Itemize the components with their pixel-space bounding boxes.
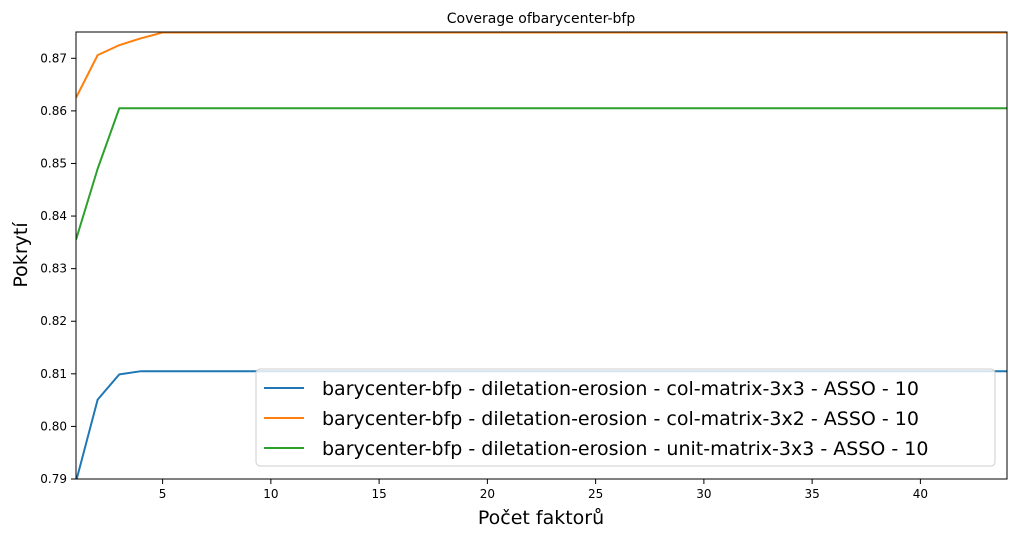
series-line-2: [76, 32, 1007, 99]
x-tick-label: 10: [263, 487, 278, 501]
y-tick-label: 0.80: [40, 419, 67, 433]
x-axis-label: Počet faktorů: [478, 507, 604, 529]
x-tick-label: 15: [371, 487, 386, 501]
y-tick-label: 0.83: [40, 262, 67, 276]
plot-frame: [75, 31, 1008, 480]
y-tick-label: 0.85: [40, 156, 67, 170]
x-tick-label: 30: [696, 487, 711, 501]
y-tick-label: 0.82: [40, 314, 67, 328]
x-tick-label: 5: [159, 487, 167, 501]
y-tick-label: 0.86: [40, 104, 67, 118]
y-tick-label: 0.81: [40, 367, 67, 381]
x-tick-label: 20: [480, 487, 495, 501]
x-tick-label: 40: [913, 487, 928, 501]
legend: barycenter-bfp - diletation-erosion - co…: [255, 368, 996, 467]
legend-label-3: barycenter-bfp - diletation-erosion - un…: [322, 438, 928, 460]
legend-box: [255, 368, 996, 467]
x-tick-label: 35: [804, 487, 819, 501]
y-axis: 0.79 0.80 0.81 0.82 0.83 0.84 0.85 0.86 0.87: [40, 51, 76, 486]
y-tick-label: 0.87: [40, 51, 67, 65]
y-tick-label: 0.79: [40, 472, 67, 486]
series-line-3: [76, 107, 1007, 241]
x-tick-label: 25: [588, 487, 603, 501]
y-tick-label: 0.84: [40, 209, 67, 223]
legend-label-1: barycenter-bfp - diletation-erosion - co…: [322, 378, 919, 400]
y-axis-label: Pokrytí: [10, 222, 32, 288]
x-axis: 5 10 15 20 25 30 35 40: [159, 479, 928, 501]
chart-title: Coverage ofbarycenter-bfp: [447, 11, 636, 27]
legend-label-2: barycenter-bfp - diletation-erosion - co…: [322, 408, 919, 430]
